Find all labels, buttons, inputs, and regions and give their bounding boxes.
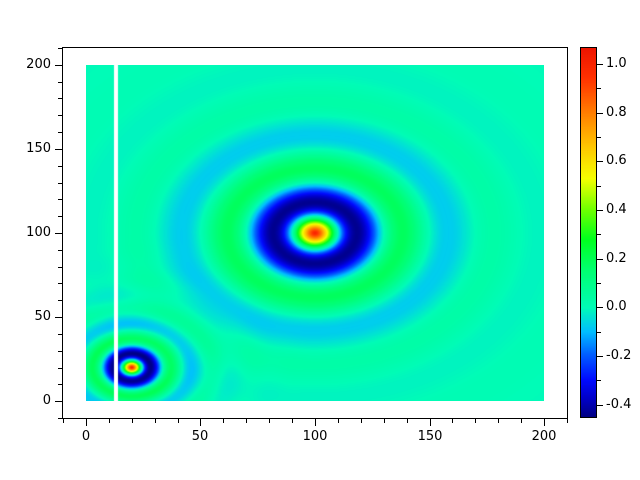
colorbar-tick-label: 0.8: [606, 105, 627, 120]
x-axis-minor-tick: [361, 419, 362, 423]
x-axis-major-tick: [86, 419, 87, 426]
colorbar-major-tick: [597, 259, 603, 260]
colorbar-tick-label: 0.0: [606, 299, 627, 314]
y-axis-major-tick: [55, 149, 62, 150]
colorbar-major-tick: [597, 210, 603, 211]
y-axis-minor-tick: [58, 48, 62, 49]
colorbar-minor-tick: [597, 88, 601, 89]
x-axis-minor-tick: [223, 419, 224, 423]
y-axis-major-tick: [55, 401, 62, 402]
colorbar-major-tick: [597, 113, 603, 114]
y-axis-tick-label: 50: [34, 309, 51, 324]
x-axis-minor-tick: [132, 419, 133, 423]
colorbar-minor-tick: [597, 186, 601, 187]
y-axis-minor-tick: [58, 216, 62, 217]
x-axis-major-tick: [430, 419, 431, 426]
x-axis-tick-label: 0: [81, 429, 91, 444]
x-axis-minor-tick: [246, 419, 247, 423]
y-axis-tick-label: 150: [26, 141, 51, 156]
colorbar-tick-label: 0.4: [606, 202, 627, 217]
x-axis-minor-tick: [155, 419, 156, 423]
y-axis-minor-tick: [58, 166, 62, 167]
colorbar-major-tick: [597, 405, 603, 406]
colorbar-minor-tick: [597, 137, 601, 138]
x-axis-tick-label: 50: [191, 429, 209, 444]
y-axis-minor-tick: [58, 115, 62, 116]
x-axis-minor-tick: [521, 419, 522, 423]
colorbar-minor-tick: [597, 234, 601, 235]
y-axis-minor-tick: [58, 368, 62, 369]
colorbar-tick-label: 1.0: [606, 56, 627, 71]
y-axis-minor-tick: [58, 199, 62, 200]
y-axis-minor-tick: [58, 183, 62, 184]
colorbar-tick-label: 0.2: [606, 251, 627, 266]
y-axis-tick-label: 100: [26, 225, 51, 240]
x-axis-minor-tick: [475, 419, 476, 423]
colorbar-major-tick: [597, 161, 603, 162]
y-axis-minor-tick: [58, 351, 62, 352]
colorbar-tick-label: -0.2: [606, 348, 632, 363]
y-axis-minor-tick: [58, 267, 62, 268]
y-axis-minor-tick: [58, 418, 62, 419]
y-axis-minor-tick: [58, 98, 62, 99]
colorbar-major-tick: [597, 64, 603, 65]
x-axis-major-tick: [544, 419, 545, 426]
y-axis-minor-tick: [58, 334, 62, 335]
x-axis-minor-tick: [567, 419, 568, 423]
x-axis-tick-label: 100: [302, 429, 328, 444]
colorbar-tick-label: 0.6: [606, 153, 627, 168]
x-axis-minor-tick: [178, 419, 179, 423]
x-axis-minor-tick: [407, 419, 408, 423]
y-axis-minor-tick: [58, 300, 62, 301]
y-axis-major-tick: [55, 65, 62, 66]
colorbar-minor-tick: [597, 380, 601, 381]
colorbar-major-tick: [597, 307, 603, 308]
y-axis-major-tick: [55, 233, 62, 234]
colorbar-tick-label: -0.4: [606, 397, 632, 412]
y-axis-minor-tick: [58, 82, 62, 83]
x-axis-major-tick: [200, 419, 201, 426]
y-axis-minor-tick: [58, 250, 62, 251]
colorbar-minor-tick: [597, 332, 601, 333]
heatmap-canvas: [86, 65, 544, 401]
x-axis-minor-tick: [338, 419, 339, 423]
y-axis-tick-label: 200: [26, 57, 51, 72]
x-axis-minor-tick: [269, 419, 270, 423]
x-axis-minor-tick: [498, 419, 499, 423]
y-axis-minor-tick: [58, 283, 62, 284]
y-axis-minor-tick: [58, 132, 62, 133]
y-axis-minor-tick: [58, 384, 62, 385]
x-axis-minor-tick: [63, 419, 64, 423]
x-axis-major-tick: [315, 419, 316, 426]
x-axis-minor-tick: [109, 419, 110, 423]
x-axis-tick-label: 200: [531, 429, 557, 444]
colorbar-gradient-canvas: [581, 48, 596, 417]
x-axis-minor-tick: [292, 419, 293, 423]
y-axis-tick-label: 0: [42, 393, 51, 408]
x-axis-minor-tick: [384, 419, 385, 423]
x-axis-tick-label: 150: [417, 429, 443, 444]
colorbar: [580, 47, 597, 418]
colorbar-major-tick: [597, 356, 603, 357]
plot-axes: [62, 47, 568, 419]
colorbar-minor-tick: [597, 283, 601, 284]
x-axis-minor-tick: [452, 419, 453, 423]
y-axis-major-tick: [55, 317, 62, 318]
